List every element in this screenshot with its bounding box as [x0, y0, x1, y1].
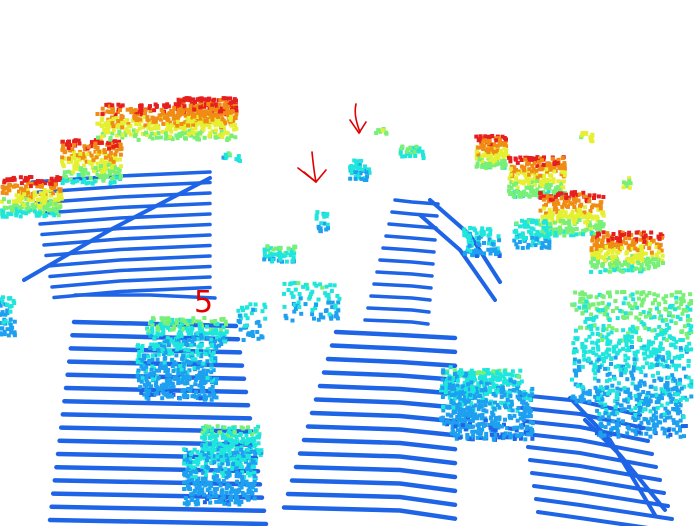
scan-line: [22, 176, 212, 282]
scan-line: [522, 419, 650, 443]
right-mid-blob-2: [512, 218, 552, 250]
scan-line: [289, 478, 458, 494]
scan-line: [363, 318, 430, 326]
scan-line: [384, 234, 437, 242]
scan-line: [49, 504, 267, 514]
scan-line: [381, 246, 436, 254]
scan-line: [534, 497, 674, 521]
tree-right-4: [589, 230, 665, 274]
scan-line: [520, 406, 646, 430]
scan-line: [36, 201, 212, 216]
yellow-spot: [579, 130, 595, 144]
tree-right-1: [474, 134, 510, 170]
far-object-2: [348, 158, 372, 182]
scan-line: [305, 424, 458, 438]
scan-line: [60, 412, 253, 421]
object-clusters: [0, 96, 694, 507]
building-left-4: [175, 96, 239, 128]
scan-line: [50, 275, 212, 289]
vegetation-right-low: [595, 385, 689, 439]
scan-line: [524, 432, 654, 456]
scan-line: [530, 471, 666, 495]
scan-line: [42, 233, 212, 247]
annotation-arrow-2: [297, 151, 327, 184]
scan-line: [372, 282, 433, 290]
scan-line: [281, 505, 458, 521]
scan-line: [301, 437, 458, 452]
scan-line: [418, 213, 497, 302]
far-object-3: [314, 210, 330, 234]
tree-right-3: [538, 190, 606, 238]
pole-area: [236, 302, 268, 342]
scan-line: [63, 385, 249, 395]
scan-line: [378, 258, 435, 266]
small-left-cyan: [221, 151, 242, 163]
scan-line: [393, 198, 440, 206]
green-dots: [374, 127, 389, 136]
pedestrian-area: [282, 280, 342, 323]
scan-line: [285, 491, 458, 508]
scan-line: [38, 212, 212, 226]
scan-line: [532, 484, 670, 508]
scan-line: [73, 293, 217, 300]
road-scan-lines: [22, 170, 674, 526]
scan-line: [366, 306, 431, 314]
annotation-arrow-1: [349, 103, 367, 135]
car-2-body: [182, 447, 258, 507]
scan-line: [526, 445, 658, 469]
scan-line: [325, 356, 458, 369]
scan-line: [317, 383, 458, 396]
right-mid-blob: [462, 226, 502, 258]
scan-line: [309, 410, 458, 424]
yellow-spot-2: [621, 176, 633, 190]
building-left-2: [60, 138, 124, 186]
tree-right-2: [507, 155, 567, 199]
building-left-1: [0, 175, 64, 219]
scan-line: [47, 517, 269, 526]
scan-line: [71, 319, 239, 329]
scan-line: [40, 222, 212, 237]
scan-line: [62, 398, 251, 408]
scan-line: [568, 396, 657, 517]
far-right-edge: [0, 295, 17, 338]
scan-line: [48, 264, 212, 279]
far-object-1: [262, 244, 298, 264]
scan-line: [390, 210, 439, 218]
scan-line: [387, 222, 438, 230]
scan-line: [329, 343, 458, 355]
car-3-side: [439, 365, 475, 429]
scan-line: [313, 397, 458, 410]
scan-line: [333, 329, 458, 341]
scan-line: [375, 270, 434, 278]
scan-line: [293, 464, 458, 480]
car-1-roof: [145, 316, 229, 348]
scan-line: [46, 254, 212, 268]
scan-line: [321, 370, 458, 382]
scan-line: [369, 294, 432, 302]
far-object-4: [398, 144, 426, 160]
scan-line: [32, 180, 212, 195]
car-1-body: [135, 342, 219, 402]
scan-line: [536, 510, 649, 526]
scan-line: [297, 451, 458, 466]
annotation-label-5: 5: [194, 285, 213, 320]
